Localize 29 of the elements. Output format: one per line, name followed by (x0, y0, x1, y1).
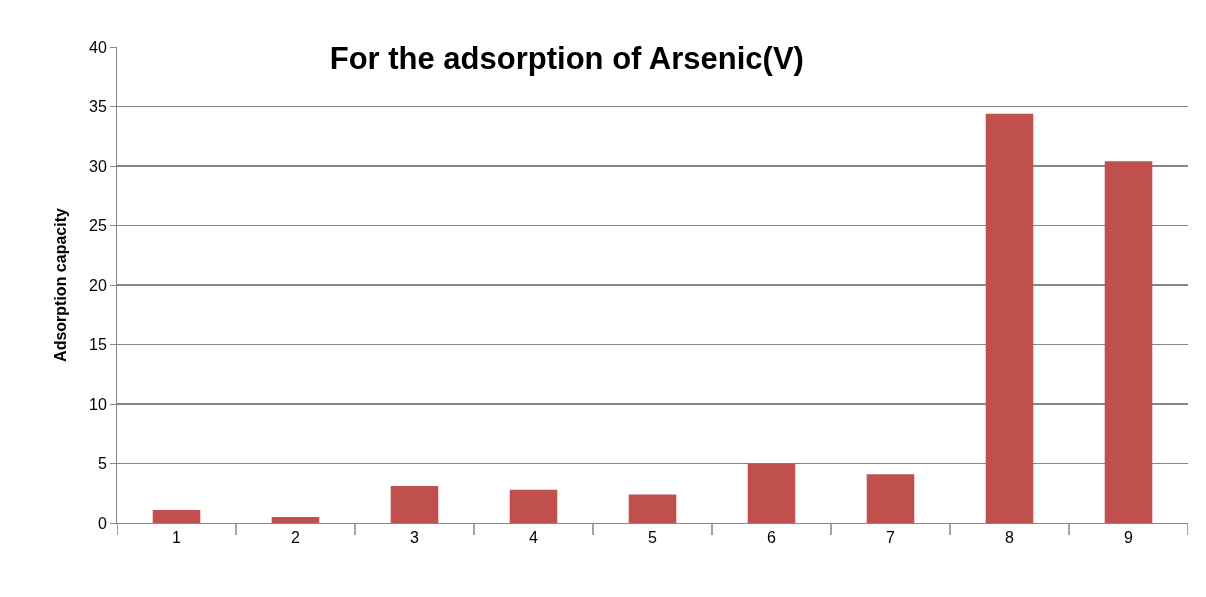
y-tick-label: 0 (97, 514, 107, 532)
y-tick-label: 30 (89, 157, 107, 175)
y-tick-label: 15 (89, 336, 107, 354)
bar (985, 113, 1034, 523)
y-tick-label: 25 (89, 217, 107, 235)
bar (747, 463, 796, 523)
bar (628, 494, 677, 523)
x-tick-label: 2 (291, 529, 301, 547)
x-tick-label: 8 (1005, 529, 1015, 547)
x-tick-label: 6 (767, 529, 777, 547)
bar (1104, 161, 1153, 523)
y-tick-label: 5 (97, 455, 107, 473)
y-tick-label: 40 (89, 38, 107, 56)
bar (271, 517, 320, 523)
x-tick-label: 1 (172, 529, 182, 547)
y-tick-label: 35 (89, 98, 107, 116)
x-tick-label: 7 (886, 529, 896, 547)
y-tick-label: 10 (89, 395, 107, 413)
bar (866, 474, 915, 523)
chart-title: For the adsorption of Arsenic(V) (329, 41, 804, 77)
bar (390, 486, 439, 523)
y-tick-label: 20 (89, 276, 107, 294)
x-tick-label: 9 (1124, 529, 1134, 547)
x-tick-label: 5 (648, 529, 658, 547)
x-tick-label: 4 (529, 529, 539, 547)
bar (509, 489, 558, 523)
y-axis-title: Adsorption capacity (51, 208, 69, 362)
x-tick-label: 3 (410, 529, 420, 547)
bar (152, 509, 201, 523)
